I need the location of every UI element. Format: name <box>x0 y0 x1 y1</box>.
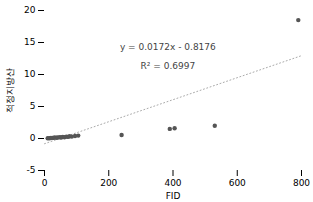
svg-text:적정지방산: 적정지방산 <box>5 68 15 113</box>
svg-text:200: 200 <box>100 178 117 188</box>
svg-text:5: 5 <box>30 101 36 111</box>
svg-text:-5: -5 <box>27 165 36 175</box>
svg-text:20: 20 <box>24 5 36 15</box>
svg-text:400: 400 <box>164 178 181 188</box>
svg-text:y = 0.0172x - 0.8176: y = 0.0172x - 0.8176 <box>120 42 216 52</box>
svg-text:FID: FID <box>166 191 181 201</box>
svg-text:0: 0 <box>30 133 36 143</box>
svg-text:800: 800 <box>293 178 310 188</box>
svg-text:R² = 0.6997: R² = 0.6997 <box>141 61 196 71</box>
svg-text:10: 10 <box>24 69 36 79</box>
svg-text:15: 15 <box>24 37 35 47</box>
svg-text:600: 600 <box>229 178 246 188</box>
svg-text:0: 0 <box>42 178 48 188</box>
